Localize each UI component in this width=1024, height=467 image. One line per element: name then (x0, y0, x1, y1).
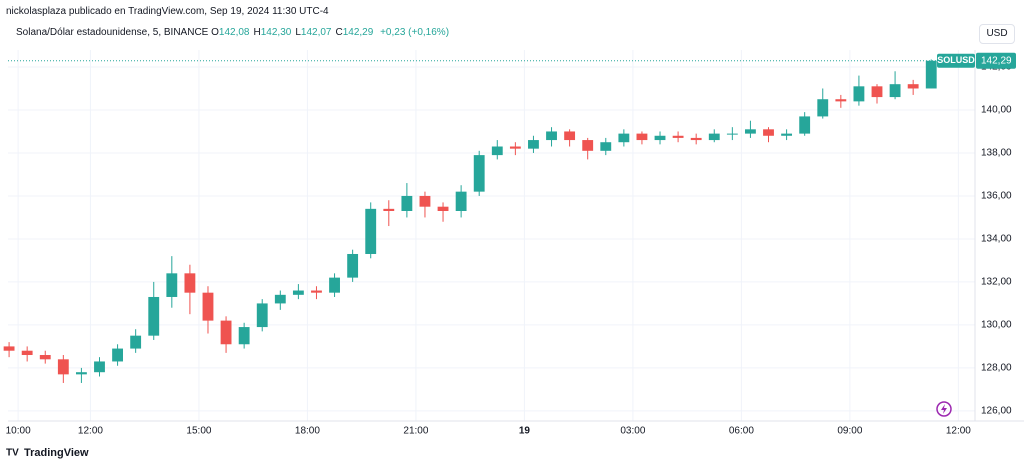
symbol-tag-bg (937, 53, 975, 68)
candle-body (437, 206, 449, 211)
candle-body (600, 142, 612, 151)
candle-body (491, 146, 503, 156)
candle-body (21, 350, 33, 356)
candle-body (636, 133, 648, 141)
candle-body (582, 140, 594, 151)
candle-body (546, 131, 557, 141)
candle-body (708, 133, 720, 141)
candle-body (907, 84, 919, 89)
x-tick-label: 09:00 (837, 426, 862, 437)
candle-body (473, 155, 485, 192)
candle-body (39, 355, 51, 360)
candle-body (311, 290, 322, 293)
ohlc: O142,08 H142,30 L142,07 C142,29 (211, 27, 377, 38)
candle-body (528, 140, 539, 149)
candle-body (509, 146, 521, 149)
candle-body (347, 253, 359, 278)
ohlc-value: 142,30 (260, 27, 292, 38)
lightning-icon[interactable] (936, 401, 952, 417)
candle-body (690, 137, 702, 141)
publisher: nickolasplaza publicado en TradingView.c… (6, 6, 329, 17)
y-tick-label: 134,00 (981, 234, 1012, 245)
candle-body (835, 99, 847, 102)
candle-body (3, 346, 15, 351)
grid (8, 50, 975, 421)
candle-body (274, 294, 286, 304)
y-tick-label: 140,00 (981, 105, 1012, 116)
candle-body (618, 133, 630, 143)
symbol-tag: SOLUSD (937, 55, 975, 65)
y-tick-label: 136,00 (981, 191, 1012, 202)
y-tick-label: 138,00 (981, 148, 1012, 159)
candle-body (925, 60, 937, 89)
logo-mark: TV (6, 448, 19, 459)
ohlc-value: 142,29 (342, 27, 374, 38)
candle-body (238, 327, 250, 345)
symbol: Solana/Dólar estadounidense, 5, BINANCE (16, 27, 209, 38)
candle-body (455, 191, 467, 211)
candle-body (94, 361, 105, 373)
y-tick-label: 128,00 (981, 363, 1012, 374)
x-tick-label: 19 (519, 426, 531, 437)
candle-body (148, 296, 160, 336)
candle-body (166, 273, 178, 297)
change: +0,23 (+0,16%) (380, 27, 450, 38)
footer-brand: TradingView (24, 447, 89, 459)
ohlc-value: 142,07 (300, 27, 332, 38)
candle-body (365, 208, 377, 254)
candle-body (401, 195, 413, 211)
last-price-label: 142,29 (981, 55, 1012, 66)
ohlc-key: C (335, 27, 343, 38)
candle-body (781, 133, 793, 136)
y-tick-label: 126,00 (981, 406, 1012, 417)
candle-body (57, 359, 69, 375)
x-tick-label: 18:00 (295, 426, 320, 437)
x-tick-label: 10:00 (6, 426, 31, 437)
candle-body (292, 290, 304, 295)
candle-body (564, 131, 576, 141)
ohlc-key: H (253, 27, 261, 38)
candle-body (763, 129, 774, 136)
lightning-icon (941, 404, 947, 414)
x-tick-label: 06:00 (729, 426, 754, 437)
candle-body (726, 133, 738, 135)
candle-body (817, 99, 829, 117)
candle-body (672, 135, 684, 138)
x-tick-label: 21:00 (403, 426, 428, 437)
candle-body (220, 320, 232, 345)
candle-body (329, 277, 340, 293)
candle-body (130, 335, 142, 349)
candle-body (654, 135, 666, 141)
ohlc-value: 142,08 (218, 27, 250, 38)
last-price-bg (976, 52, 1016, 69)
x-tick-label: 15:00 (186, 426, 211, 437)
y-tick-label: 130,00 (981, 320, 1012, 331)
x-tick-label: 03:00 (620, 426, 645, 437)
candle-body (75, 372, 87, 375)
candle-body (853, 86, 865, 102)
candle-body (112, 348, 123, 362)
candle-body (202, 292, 214, 321)
candle-body (383, 208, 395, 211)
ohlc-key: L (295, 27, 301, 38)
candle-body (871, 86, 883, 98)
candle-body (256, 303, 268, 328)
ohlc-key: O (211, 27, 219, 38)
x-tick-label: 12:00 (78, 426, 103, 437)
candle-body (745, 129, 756, 134)
symbol-line: Solana/Dólar estadounidense, 5, BINANCE … (16, 27, 453, 38)
candle-body (184, 273, 196, 293)
x-tick-label: 12:00 (946, 426, 971, 437)
y-tick-label: 132,00 (981, 277, 1012, 288)
candle-body (419, 195, 431, 207)
candle-body (889, 84, 901, 98)
currency-button[interactable]: USD (979, 24, 1015, 44)
candle-body (799, 116, 811, 134)
